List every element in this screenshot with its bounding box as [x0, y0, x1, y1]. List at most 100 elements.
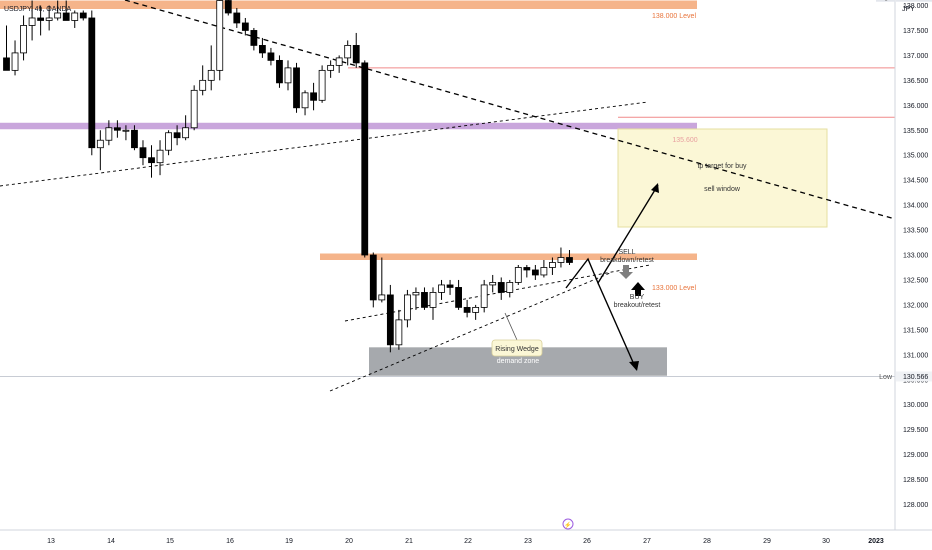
candle-body[interactable] [352, 45, 360, 64]
candle-body[interactable] [71, 12, 79, 21]
time-axis[interactable]: 13 14 15 16 19 20 21 22 23 26 27 28 29 30 2023 [47, 538, 884, 545]
candle-body[interactable] [105, 127, 113, 141]
price-axis[interactable]: 128.000 128.500 129.000 129.500 130.000 130.5… [876, 0, 932, 509]
candle-body[interactable] [28, 17, 36, 26]
candle-body[interactable] [566, 257, 573, 263]
y-tick-label: 137.000 [903, 53, 928, 60]
purple-zone-135-5[interactable] [0, 122, 697, 130]
high-label-background [876, 0, 895, 2]
low-label: Low [879, 374, 893, 381]
candle-body[interactable] [404, 294, 411, 321]
y-tick-label: 130.000 [903, 402, 928, 409]
candle-body[interactable] [122, 129, 130, 132]
candle-body[interactable] [480, 284, 488, 308]
candle-body[interactable] [421, 292, 428, 308]
candle-body[interactable] [54, 12, 62, 19]
candle-body[interactable] [139, 147, 147, 159]
candle-body[interactable] [497, 282, 505, 293]
x-tick-label: 21 [405, 538, 413, 545]
candle-body[interactable] [369, 254, 377, 301]
candle-body[interactable] [113, 127, 121, 131]
candle-body[interactable] [531, 269, 539, 276]
wedge-callout-box[interactable] [491, 339, 543, 357]
candle-body[interactable] [455, 287, 462, 308]
candle-body[interactable] [361, 62, 369, 256]
candle-body[interactable] [224, 0, 232, 14]
candle-body[interactable] [284, 67, 292, 84]
resistance-zone-138[interactable] [0, 0, 697, 9]
candle-body[interactable] [45, 17, 53, 21]
buy-label: BUY [630, 294, 645, 301]
candle-body[interactable] [131, 129, 138, 149]
candle-body[interactable] [327, 64, 335, 71]
candle-body[interactable] [173, 132, 181, 139]
y-tick-label: 128.500 [903, 477, 928, 484]
candle-body[interactable] [310, 92, 317, 101]
candle-body[interactable] [557, 257, 565, 263]
candle-body[interactable] [446, 284, 454, 288]
wedge-label: Rising Wedge [495, 346, 539, 353]
candle-body[interactable] [395, 319, 403, 346]
replay-icon[interactable]: ⚡ [562, 518, 574, 530]
resistance-zone-133[interactable] [320, 253, 697, 260]
candle-body[interactable] [489, 282, 497, 286]
candle-body[interactable] [549, 262, 556, 268]
candle-body[interactable] [293, 67, 300, 109]
candle-body[interactable] [514, 267, 522, 283]
candle-body[interactable] [207, 69, 215, 81]
wedge-upper-line[interactable] [344, 264, 651, 322]
candle-body[interactable] [241, 22, 249, 31]
candle-body[interactable] [258, 45, 266, 54]
candle-body[interactable] [463, 306, 471, 313]
x-tick-label: 13 [47, 538, 55, 545]
candle-body[interactable] [506, 282, 514, 293]
wedge-lower-line[interactable] [329, 272, 611, 392]
candle-body[interactable] [11, 52, 19, 71]
candle-body[interactable] [62, 12, 70, 21]
candle-body[interactable] [88, 17, 96, 149]
candle-body[interactable] [267, 52, 275, 61]
candle-body[interactable] [386, 294, 394, 346]
target-box[interactable] [617, 128, 828, 228]
candle-body[interactable] [523, 267, 531, 271]
candle-body[interactable] [378, 294, 386, 301]
candle-body[interactable] [165, 132, 172, 151]
candle-body[interactable] [199, 79, 207, 91]
candle-body[interactable] [429, 292, 437, 308]
candle-body[interactable] [335, 57, 343, 66]
x-tick-label: 2023 [868, 538, 884, 545]
candle-body[interactable] [318, 69, 326, 101]
x-tick-label: 20 [345, 538, 353, 545]
resistance-level-label: 138.000 Level [652, 13, 696, 20]
candle-body[interactable] [190, 89, 198, 129]
candle-body[interactable] [301, 92, 309, 109]
candle-body[interactable] [438, 284, 445, 293]
downtrend-line[interactable] [124, 0, 896, 220]
candle-body[interactable] [96, 139, 104, 149]
projection-path-down[interactable] [597, 282, 637, 370]
y-tick-label: 133.500 [903, 228, 928, 235]
candle-body[interactable] [20, 25, 27, 54]
candle-body[interactable] [182, 127, 190, 139]
candle-body[interactable] [540, 267, 548, 276]
candle-body[interactable] [233, 12, 241, 24]
candle-body[interactable] [216, 0, 224, 71]
candle-body[interactable] [79, 12, 87, 19]
candle-body[interactable] [3, 57, 10, 71]
lower-trend-line[interactable] [0, 101, 649, 187]
candle-body[interactable] [344, 45, 352, 59]
candle-body[interactable] [412, 292, 420, 296]
candle-body[interactable] [148, 157, 155, 164]
candle-body[interactable] [250, 30, 258, 46]
candle-body[interactable] [156, 149, 164, 164]
candle-body[interactable] [472, 306, 480, 313]
candle-body[interactable] [37, 17, 45, 21]
y-tick-label: 131.500 [903, 327, 928, 334]
high-value-badge [896, 0, 932, 2]
projection-path-up[interactable] [565, 184, 659, 289]
candle-body[interactable] [276, 59, 283, 84]
y-tick-label: 134.000 [903, 203, 928, 210]
y-tick-label: 135.500 [903, 128, 928, 135]
arrow-down-icon [629, 361, 639, 371]
